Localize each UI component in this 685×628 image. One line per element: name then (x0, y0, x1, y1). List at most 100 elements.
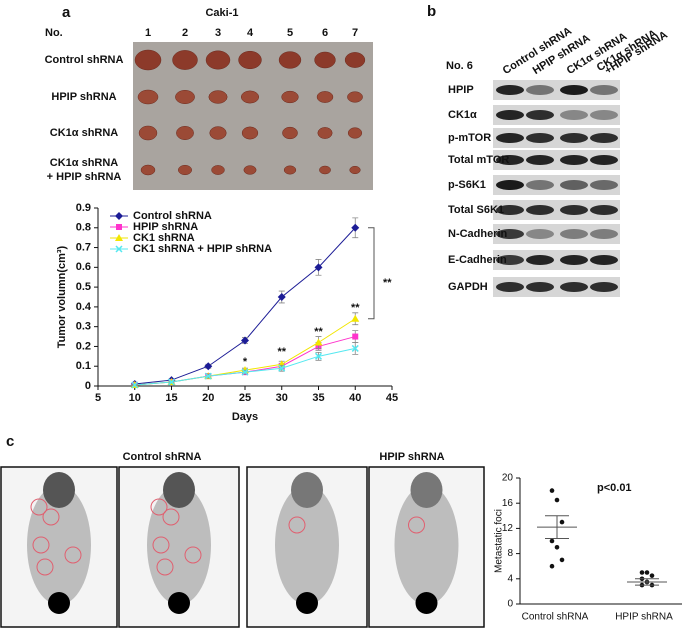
y-tick-label: 0.9 (76, 202, 91, 214)
mouse-head (43, 472, 75, 508)
bladder (415, 592, 438, 614)
bladder (48, 592, 70, 614)
blot (493, 175, 620, 195)
focus-circle (32, 536, 50, 554)
dot (639, 570, 645, 575)
row-label: Control shRNA (45, 54, 124, 66)
blot-label: HPIP (448, 84, 474, 96)
x-tick-label: 5 (95, 392, 101, 404)
y-tick-label: 0.3 (76, 321, 91, 333)
mouse-head (410, 472, 443, 508)
tumor (178, 164, 192, 176)
band (560, 180, 588, 190)
column-number: 3 (215, 27, 221, 39)
x-tick-label: 35 (312, 392, 324, 404)
band (526, 133, 554, 143)
tumor (281, 90, 299, 104)
mouse-body (275, 485, 339, 605)
tumor (172, 50, 198, 70)
band (496, 205, 524, 215)
significance: ** (351, 302, 360, 314)
legend-label: CK1 shRNA (133, 232, 195, 244)
marker (352, 333, 359, 340)
band (526, 282, 554, 292)
band (526, 155, 554, 165)
blot-label: CK1α (448, 109, 477, 121)
dot (559, 519, 565, 525)
marker (131, 381, 139, 389)
band (526, 229, 554, 239)
dot (549, 538, 555, 544)
y-tick-label: 8 (507, 548, 513, 559)
y-tick-label: 4 (507, 573, 513, 584)
band (590, 180, 618, 190)
tumor (347, 91, 363, 103)
band (560, 255, 588, 265)
mouse-body (394, 485, 459, 605)
blot-label: N-Cadherin (448, 228, 508, 240)
tumor (208, 90, 228, 104)
blot (493, 200, 620, 220)
bracket (368, 227, 375, 320)
band (590, 282, 618, 292)
blot (493, 80, 620, 100)
tumor (238, 50, 262, 70)
tumor (241, 126, 259, 140)
marker (351, 314, 360, 322)
marker (204, 362, 213, 371)
tumor (282, 126, 298, 140)
dot (559, 557, 565, 563)
band (590, 155, 618, 165)
marker (204, 372, 212, 380)
tumor (209, 126, 227, 140)
annotation: p<0.01 (597, 482, 632, 494)
x-tick-label: 45 (386, 392, 398, 404)
significance: ** (383, 277, 392, 289)
y-tick-label: 12 (502, 523, 514, 534)
marker (115, 212, 123, 220)
dot (644, 570, 650, 575)
bladder (168, 592, 190, 614)
row-label: CK1α shRNA (50, 157, 119, 169)
tumor (344, 52, 366, 68)
image-label: HPIP shRNA (379, 451, 444, 463)
band (526, 110, 554, 120)
legend-label: HPIP shRNA (133, 221, 198, 233)
focus-circle (408, 516, 425, 534)
blot (493, 128, 620, 148)
y-tick-label: 0 (507, 599, 513, 610)
blot-label: p-mTOR (448, 132, 491, 144)
y-tick-label: 0.5 (76, 281, 91, 293)
band (496, 229, 524, 239)
band (590, 85, 618, 95)
tumor (175, 90, 195, 104)
no-label: No. (45, 27, 63, 39)
marker (314, 352, 323, 360)
legend-label: Control shRNA (133, 210, 212, 222)
marker (115, 234, 123, 241)
band (560, 205, 588, 215)
x-tick-label: Control shRNA (522, 612, 589, 623)
row-label: CK1α shRNA (50, 127, 119, 139)
band (590, 255, 618, 265)
column-number: 1 (145, 27, 151, 39)
blot-label: p-S6K1 (448, 179, 486, 191)
blot-label: Total S6K1 (448, 204, 504, 216)
x-tick-label: 20 (202, 392, 214, 404)
row-label: HPIP shRNA (51, 91, 116, 103)
focus-circle (162, 508, 180, 526)
dot (649, 573, 655, 578)
tumor (283, 165, 297, 175)
marker (241, 336, 249, 345)
tumor (138, 125, 158, 141)
band (560, 155, 588, 165)
focus-circle (288, 516, 306, 534)
x-tick-label: 15 (165, 392, 177, 404)
column-number: 7 (352, 27, 358, 39)
column-number: 4 (247, 27, 254, 39)
focus-circle (30, 498, 48, 516)
marker (167, 378, 176, 386)
band (526, 85, 554, 95)
cell-line: Caki-1 (205, 7, 238, 19)
y-tick-label: 0.8 (76, 222, 91, 234)
